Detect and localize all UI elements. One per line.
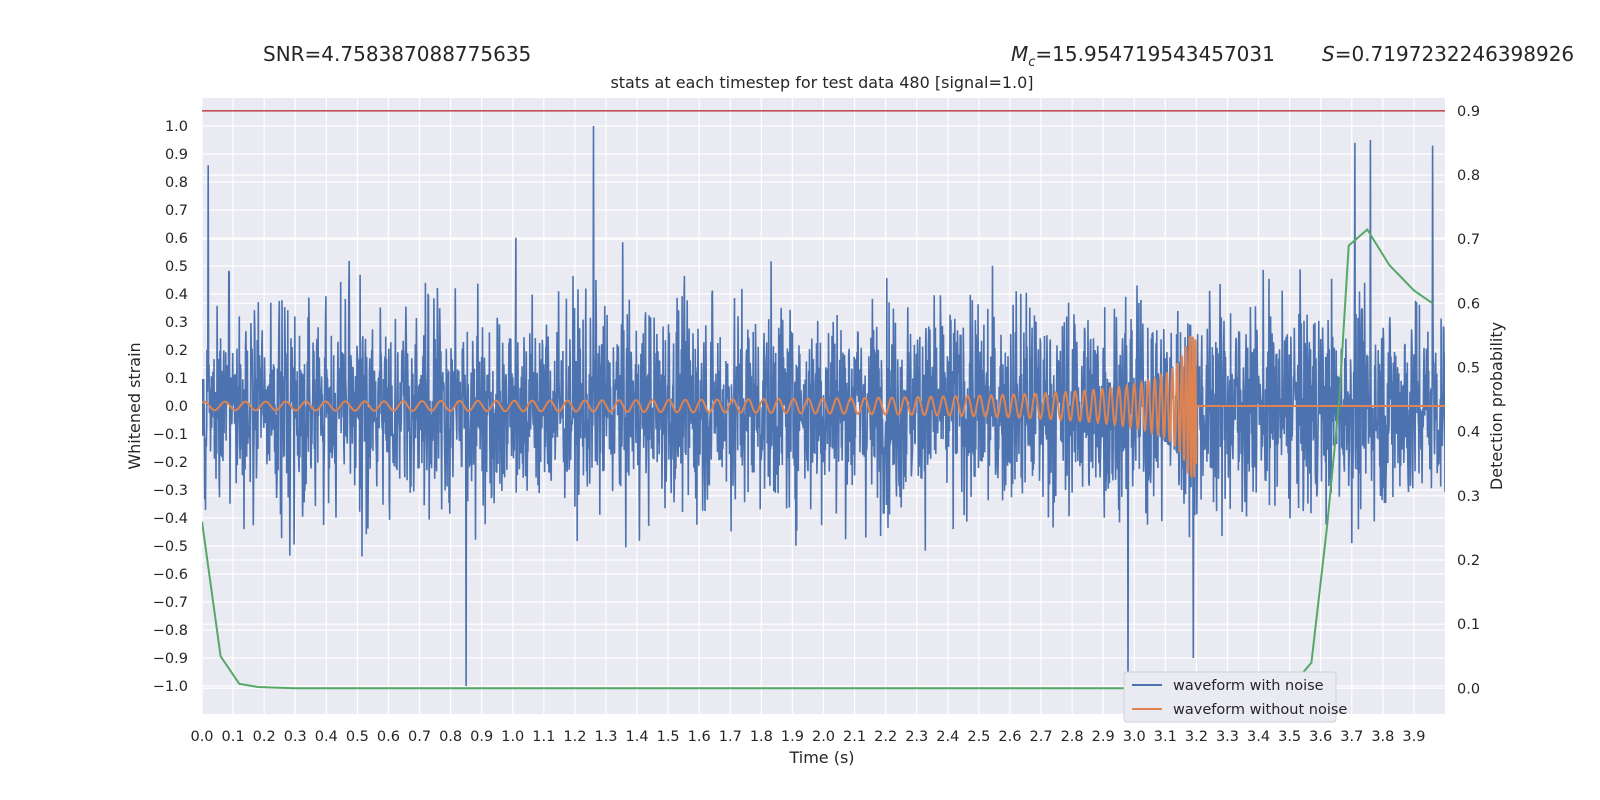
x-tick-label: 1.8 <box>750 729 773 745</box>
x-tick-label: 3.3 <box>1216 729 1239 745</box>
x-tick-label: 2.4 <box>936 729 959 745</box>
y-tick-label: 0.8 <box>165 175 188 191</box>
snr-label: SNR=4.758387088775635 <box>263 42 531 66</box>
x-tick-label: 2.0 <box>812 729 835 745</box>
right-tick-label: 0.2 <box>1457 553 1480 569</box>
y-axis-ticks: 1.0 0.9 0.8 0.7 0.6 0.5 0.4 0.3 0.2 0.1 0.0 −0.1 −0.… <box>153 119 188 695</box>
chart-header: SNR=4.758387088775635 Mc=15.954719543457… <box>263 42 1574 70</box>
x-tick-label: 2.2 <box>874 729 897 745</box>
x-tick-label: 3.1 <box>1154 729 1177 745</box>
x-tick-label: 0.0 <box>190 729 213 745</box>
x-tick-label: 2.9 <box>1092 729 1115 745</box>
x-tick-label: 0.5 <box>346 729 369 745</box>
spin-symbol: S <box>1322 42 1335 66</box>
chirp-mass-value: =15.954719543457031 <box>1035 42 1274 66</box>
x-tick-label: 3.9 <box>1402 729 1425 745</box>
legend-label-noisy: waveform with noise <box>1173 678 1324 694</box>
x-tick-label: 1.2 <box>563 729 586 745</box>
right-tick-label: 0.8 <box>1457 168 1480 184</box>
x-tick-label: 1.3 <box>594 729 617 745</box>
x-tick-label: 2.5 <box>967 729 990 745</box>
y-tick-label: −0.5 <box>153 539 188 555</box>
chirp-mass-subscript: c <box>1028 55 1035 70</box>
x-tick-label: 2.3 <box>905 729 928 745</box>
right-tick-label: 0.4 <box>1457 425 1480 441</box>
x-tick-label: 1.1 <box>532 729 555 745</box>
y-tick-label: 0.7 <box>165 203 188 219</box>
right-tick-label: 0.1 <box>1457 617 1480 633</box>
x-tick-label: 3.2 <box>1185 729 1208 745</box>
y-tick-label: −0.6 <box>153 567 188 583</box>
y-tick-label: 0.2 <box>165 343 188 359</box>
right-tick-label: 0.9 <box>1457 104 1480 120</box>
legend: waveform with noise waveform without noi… <box>1123 671 1347 723</box>
y-tick-label: 1.0 <box>165 119 188 135</box>
x-tick-label: 0.2 <box>253 729 276 745</box>
x-tick-label: 0.1 <box>222 729 245 745</box>
x-tick-label: 1.0 <box>501 729 524 745</box>
right-tick-label: 0.6 <box>1457 296 1480 312</box>
x-tick-label: 0.7 <box>408 729 431 745</box>
right-tick-label: 0.0 <box>1457 681 1480 697</box>
x-tick-label: 3.6 <box>1309 729 1332 745</box>
x-tick-label: 3.7 <box>1340 729 1363 745</box>
y-tick-label: −0.2 <box>153 455 188 471</box>
x-tick-label: 2.1 <box>843 729 866 745</box>
x-tick-label: 3.4 <box>1247 729 1270 745</box>
y-tick-label: −0.7 <box>153 595 188 611</box>
right-axis-ticks: 0.9 0.8 0.7 0.6 0.5 0.4 0.3 0.2 0.1 0.0 <box>1457 104 1480 697</box>
series-waveform-without-noise-line <box>202 335 1445 478</box>
y-tick-label: −0.4 <box>153 511 188 527</box>
legend-label-clean: waveform without noise <box>1173 702 1347 718</box>
y-tick-label: −0.8 <box>153 623 188 639</box>
y-tick-label: 0.3 <box>165 315 188 331</box>
y-tick-label: −1.0 <box>153 679 188 695</box>
x-tick-label: 3.0 <box>1123 729 1146 745</box>
x-tick-label: 1.9 <box>781 729 804 745</box>
legend-box <box>1123 671 1337 723</box>
spin-value: =0.7197232246398926 <box>1335 42 1574 66</box>
y-tick-label: 0.6 <box>165 231 188 247</box>
x-tick-label: 0.9 <box>470 729 493 745</box>
x-tick-label: 1.5 <box>657 729 680 745</box>
chirp-mass-symbol: M <box>1011 42 1028 66</box>
right-tick-label: 0.3 <box>1457 489 1480 505</box>
y-tick-label: 0.4 <box>165 287 188 303</box>
x-axis-ticks: 0.0 0.1 0.2 0.3 0.4 0.5 0.6 0.7 0.8 0.9 1.0 1.1 1.2 1… <box>190 729 1425 745</box>
right-axis-label: Detection probability <box>1487 322 1506 490</box>
x-tick-label: 3.5 <box>1278 729 1301 745</box>
x-tick-label: 1.4 <box>626 729 649 745</box>
right-tick-label: 0.5 <box>1457 361 1480 377</box>
y-tick-label: 0.5 <box>165 259 188 275</box>
y-tick-label: 0.0 <box>165 399 188 415</box>
y-axis-label: Whitened strain <box>125 342 144 469</box>
chirp-mass-label: Mc=15.954719543457031 <box>1011 42 1275 70</box>
x-tick-label: 0.3 <box>284 729 307 745</box>
x-tick-label: 0.8 <box>439 729 462 745</box>
x-tick-label: 3.8 <box>1371 729 1394 745</box>
series-waveform-with-noise-line <box>202 125 1445 687</box>
x-axis-label: Time (s) <box>788 748 854 767</box>
right-tick-label: 0.7 <box>1457 232 1480 248</box>
chart-title: stats at each timestep for test data 480… <box>610 73 1033 92</box>
x-tick-label: 1.7 <box>719 729 742 745</box>
y-tick-label: −0.1 <box>153 427 188 443</box>
x-tick-label: 2.7 <box>1029 729 1052 745</box>
x-tick-label: 0.6 <box>377 729 400 745</box>
y-tick-label: −0.3 <box>153 483 188 499</box>
spin-label: S=0.7197232246398926 <box>1322 42 1574 66</box>
y-tick-label: −0.9 <box>153 651 188 667</box>
y-tick-label: 0.1 <box>165 371 188 387</box>
x-tick-label: 1.6 <box>688 729 711 745</box>
x-tick-label: 0.4 <box>315 729 338 745</box>
y-tick-label: 0.9 <box>165 147 188 163</box>
x-tick-label: 2.6 <box>998 729 1021 745</box>
x-tick-label: 2.8 <box>1061 729 1084 745</box>
